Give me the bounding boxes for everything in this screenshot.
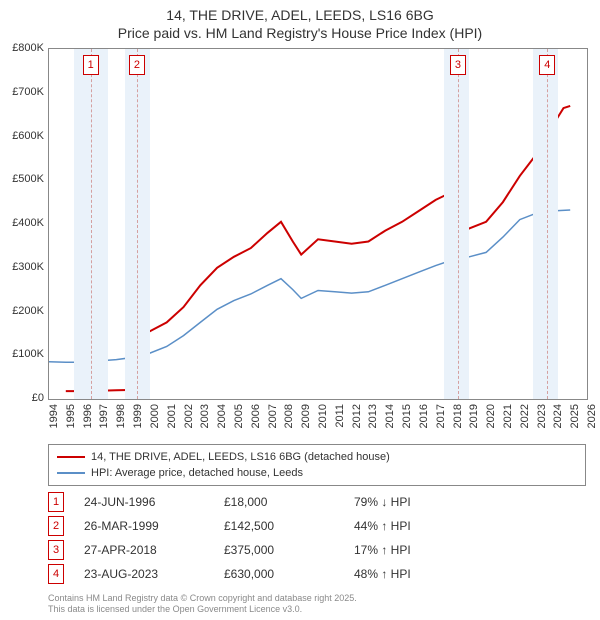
title-line-2: Price paid vs. HM Land Registry's House … — [0, 24, 600, 42]
chart-container: 14, THE DRIVE, ADEL, LEEDS, LS16 6BG Pri… — [0, 0, 600, 620]
x-tick-label: 2003 — [199, 404, 211, 428]
x-tick-label: 1998 — [115, 404, 127, 428]
shade-band — [533, 49, 558, 399]
x-tick-label: 1999 — [132, 404, 144, 428]
plot-area: 1 2 3 4 — [48, 48, 588, 400]
x-tick-label: 1994 — [48, 404, 60, 428]
x-tick-label: 2007 — [267, 404, 279, 428]
event-diff: 44% ↑ HPI — [354, 519, 484, 533]
event-row: 4 23-AUG-2023£630,00048% ↑ HPI — [48, 562, 586, 586]
legend-swatch — [57, 456, 85, 458]
event-number-box: 4 — [48, 564, 64, 584]
y-tick-label: £0 — [32, 392, 44, 404]
x-tick-label: 2001 — [166, 404, 178, 428]
legend-row: HPI: Average price, detached house, Leed… — [57, 465, 577, 481]
event-marker-box: 4 — [539, 55, 555, 75]
event-diff: 79% ↓ HPI — [354, 495, 484, 509]
event-line — [458, 49, 459, 399]
footer-line-1: Contains HM Land Registry data © Crown c… — [48, 593, 357, 604]
y-tick-label: £600K — [12, 130, 44, 142]
legend-label: 14, THE DRIVE, ADEL, LEEDS, LS16 6BG (de… — [91, 451, 390, 463]
event-price: £630,000 — [224, 567, 354, 581]
legend-row: 14, THE DRIVE, ADEL, LEEDS, LS16 6BG (de… — [57, 449, 577, 465]
x-tick-label: 2013 — [367, 404, 379, 428]
event-price: £18,000 — [224, 495, 354, 509]
x-tick-label: 2000 — [149, 404, 161, 428]
y-tick-label: £200K — [12, 305, 44, 317]
event-date: 26-MAR-1999 — [84, 519, 224, 533]
event-marker-box: 3 — [450, 55, 466, 75]
event-marker-box: 2 — [129, 55, 145, 75]
footer-line-2: This data is licensed under the Open Gov… — [48, 604, 357, 615]
x-tick-label: 2021 — [502, 404, 514, 428]
event-line — [547, 49, 548, 399]
event-line — [91, 49, 92, 399]
events-table: 1 24-JUN-1996£18,00079% ↓ HPI 2 26-MAR-1999… — [48, 490, 586, 586]
x-tick-label: 1997 — [98, 404, 110, 428]
x-tick-label: 2009 — [300, 404, 312, 428]
x-tick-label: 2012 — [351, 404, 363, 428]
x-tick-label: 2023 — [536, 404, 548, 428]
x-tick-label: 2006 — [250, 404, 262, 428]
legend-label: HPI: Average price, detached house, Leed… — [91, 467, 303, 479]
x-axis-labels: 1994 1995 1996 1997 1998 1999 2000 2001 2002 2003… — [48, 400, 586, 450]
event-number-box: 2 — [48, 516, 64, 536]
x-tick-label: 2025 — [569, 404, 581, 428]
event-number-box: 3 — [48, 540, 64, 560]
y-axis-labels: £0£100K£200K£300K£400K£500K£600K£700K£80… — [0, 48, 46, 398]
x-tick-label: 2017 — [435, 404, 447, 428]
event-date: 23-AUG-2023 — [84, 567, 224, 581]
y-tick-label: £800K — [12, 42, 44, 54]
event-diff: 48% ↑ HPI — [354, 567, 484, 581]
event-diff: 17% ↑ HPI — [354, 543, 484, 557]
event-price: £142,500 — [224, 519, 354, 533]
x-tick-label: 2018 — [452, 404, 464, 428]
event-date: 27-APR-2018 — [84, 543, 224, 557]
x-tick-label: 2016 — [418, 404, 430, 428]
event-row: 3 27-APR-2018£375,00017% ↑ HPI — [48, 538, 586, 562]
x-tick-label: 2005 — [233, 404, 245, 428]
x-tick-label: 2011 — [334, 404, 346, 428]
x-tick-label: 2024 — [552, 404, 564, 428]
event-row: 2 26-MAR-1999£142,50044% ↑ HPI — [48, 514, 586, 538]
y-tick-label: £700K — [12, 86, 44, 98]
x-tick-label: 2002 — [183, 404, 195, 428]
shade-band — [444, 49, 469, 399]
legend-swatch — [57, 472, 85, 474]
y-tick-label: £500K — [12, 173, 44, 185]
event-date: 24-JUN-1996 — [84, 495, 224, 509]
event-price: £375,000 — [224, 543, 354, 557]
x-tick-label: 2020 — [485, 404, 497, 428]
x-tick-label: 2010 — [317, 404, 329, 428]
event-number-box: 1 — [48, 492, 64, 512]
x-tick-label: 1995 — [65, 404, 77, 428]
y-tick-label: £100K — [12, 348, 44, 360]
x-tick-label: 2014 — [384, 404, 396, 428]
x-tick-label: 2008 — [283, 404, 295, 428]
event-row: 1 24-JUN-1996£18,00079% ↓ HPI — [48, 490, 586, 514]
x-tick-label: 2022 — [519, 404, 531, 428]
x-tick-label: 2026 — [586, 404, 598, 428]
x-tick-label: 1996 — [82, 404, 94, 428]
x-tick-label: 2015 — [401, 404, 413, 428]
event-marker-box: 1 — [83, 55, 99, 75]
x-tick-label: 2019 — [468, 404, 480, 428]
footer: Contains HM Land Registry data © Crown c… — [48, 593, 357, 615]
y-tick-label: £300K — [12, 261, 44, 273]
x-tick-label: 2004 — [216, 404, 228, 428]
event-line — [137, 49, 138, 399]
legend: 14, THE DRIVE, ADEL, LEEDS, LS16 6BG (de… — [48, 444, 586, 486]
y-tick-label: £400K — [12, 217, 44, 229]
title-line-1: 14, THE DRIVE, ADEL, LEEDS, LS16 6BG — [0, 6, 600, 24]
title-block: 14, THE DRIVE, ADEL, LEEDS, LS16 6BG Pri… — [0, 0, 600, 42]
